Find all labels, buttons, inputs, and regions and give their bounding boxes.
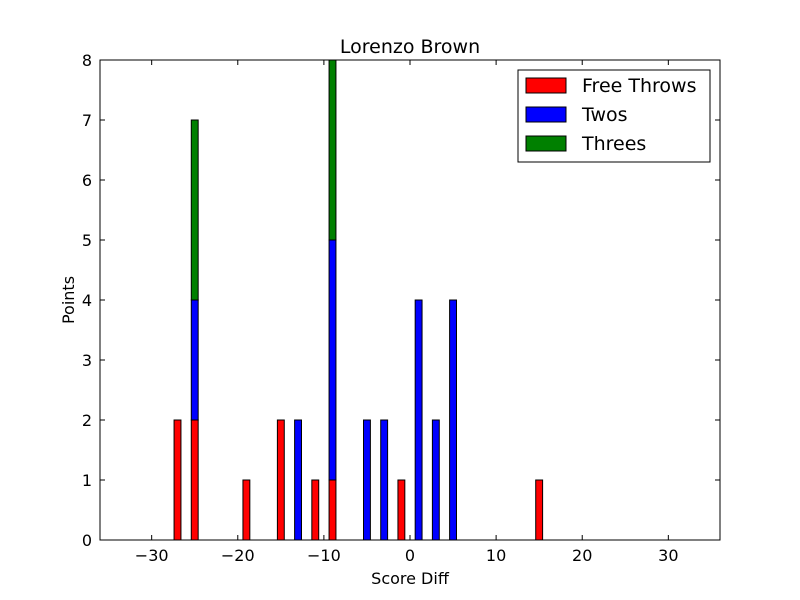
legend-swatch-twos [525,106,567,123]
y-tick-label: 4 [82,291,92,310]
bar-free-throws [173,419,182,541]
legend-label-threes: Threes [581,133,646,155]
y-tick-label: 0 [82,531,92,550]
bar-free-throws [190,419,199,541]
bar-twos [294,419,302,541]
y-tick-label: 3 [82,351,92,370]
bar-free-throws [311,479,320,541]
bar-free-throws [328,479,337,541]
bar-threes [190,119,199,301]
bar-twos [431,419,440,541]
x-tick-label: 20 [572,546,592,565]
bar-free-throws [397,479,406,541]
x-tick-label: −20 [221,546,255,565]
x-tick-label: 30 [658,546,678,565]
bar-twos [414,299,423,541]
legend-swatch-threes [525,135,567,152]
y-tick-label: 7 [82,111,92,130]
y-axis-label: Points [59,276,78,324]
bar-threes [328,59,337,241]
y-tick-label: 8 [82,51,92,70]
legend: Free Throws Twos Threes [517,69,711,163]
x-tick-label: −10 [307,546,341,565]
bar-free-throws [242,479,251,541]
bars-group [173,59,544,541]
x-tick-label: 10 [486,546,506,565]
bar-free-throws [276,419,285,541]
y-tick-label: 6 [82,171,92,190]
bar-twos [363,419,371,541]
chart-title: Lorenzo Brown [340,36,480,58]
bar-twos [380,419,389,541]
bar-twos [190,299,199,421]
legend-label-twos: Twos [581,104,628,126]
bar-twos [449,299,457,541]
legend-swatch-free-throws [525,77,567,94]
x-tick-label: −30 [135,546,169,565]
x-tick-label: 0 [405,546,415,565]
legend-label-free-throws: Free Throws [582,75,696,97]
bar-twos [328,239,337,481]
ticks-group: −30 −20 −10 0 10 20 30 0 1 2 3 4 5 6 7 8 [82,51,720,565]
x-axis-label: Score Diff [371,569,450,588]
y-tick-label: 1 [82,471,92,490]
y-tick-label: 5 [82,231,92,250]
bar-free-throws [535,479,544,541]
y-tick-label: 2 [82,411,92,430]
